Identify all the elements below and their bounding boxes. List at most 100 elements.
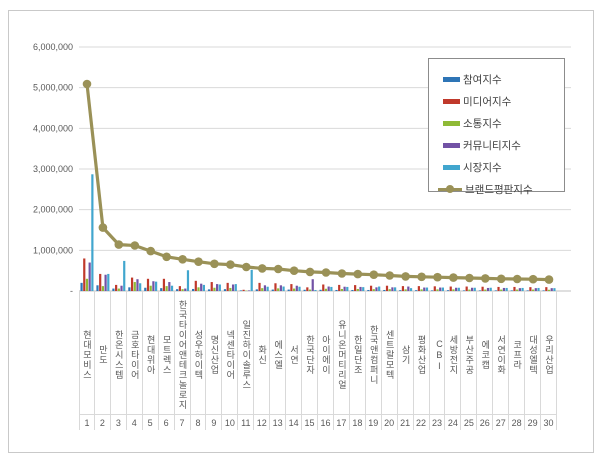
category-name-label: 금호타이어 bbox=[126, 291, 142, 415]
category-cell: 화신 12 bbox=[254, 291, 271, 430]
brand-index-marker bbox=[82, 79, 92, 89]
brand-index-marker bbox=[130, 241, 140, 250]
bar-커뮤니티지수 bbox=[279, 285, 282, 291]
category-rank-label: 8 bbox=[195, 417, 201, 428]
legend-label: 미디어지수 bbox=[463, 95, 512, 108]
bar-소통지수 bbox=[356, 288, 359, 291]
category-name-label: 아이에이 bbox=[318, 291, 333, 415]
category-rank-label: 24 bbox=[447, 417, 458, 428]
bar-시장지수 bbox=[234, 284, 237, 291]
bar-미디어지수 bbox=[545, 287, 548, 291]
category-cell: 세방전지 24 bbox=[445, 291, 462, 430]
legend-swatch-icon bbox=[443, 142, 460, 148]
bar-참여지수 bbox=[431, 290, 434, 291]
bar-참여지수 bbox=[112, 288, 115, 291]
bar-미디어지수 bbox=[338, 284, 341, 291]
legend-label: 소통지수 bbox=[463, 117, 502, 130]
bar-미디어지수 bbox=[449, 286, 452, 291]
category-name-label: 일진하이솔루스 bbox=[238, 291, 254, 415]
bar-시장지수 bbox=[155, 281, 158, 291]
category-name-label: 유니온머티리얼 bbox=[333, 291, 349, 415]
category-cell: 한일단조 18 bbox=[349, 291, 366, 430]
category-rank-label: 22 bbox=[416, 417, 427, 428]
bar-시장지수 bbox=[553, 288, 556, 291]
bar-미디어지수 bbox=[497, 286, 500, 291]
category-rank-label: 13 bbox=[272, 417, 283, 428]
bar-참여지수 bbox=[255, 289, 258, 291]
bar-시장지수 bbox=[202, 284, 205, 291]
bar-미디어지수 bbox=[529, 287, 532, 291]
bar-참여지수 bbox=[160, 288, 163, 291]
category-rank-label: 20 bbox=[384, 417, 395, 428]
category-cell: 한국타이어앤테크놀로지 7 bbox=[174, 291, 191, 430]
bar-시장지수 bbox=[250, 269, 253, 291]
brand-index-marker bbox=[481, 274, 490, 283]
bar-미디어지수 bbox=[210, 282, 213, 291]
legend: 참여지수 미디어지수 소통지수 커뮤니티지수 시장지수 브랜드평판지수 bbox=[428, 58, 565, 196]
brand-index-marker bbox=[305, 267, 315, 277]
category-name-label: 서연 bbox=[286, 291, 302, 415]
bar-시장지수 bbox=[107, 273, 110, 291]
bar-시장지수 bbox=[266, 286, 269, 291]
bar-커뮤니티지수 bbox=[359, 286, 362, 291]
bar-미디어지수 bbox=[99, 273, 102, 291]
legend-item: 참여지수 bbox=[443, 68, 564, 90]
bar-커뮤니티지수 bbox=[518, 288, 521, 291]
bar-커뮤니티지수 bbox=[534, 288, 537, 291]
bar-참여지수 bbox=[96, 285, 99, 291]
category-cell: 현대모비스 1 bbox=[79, 291, 95, 430]
category-rank-label: 10 bbox=[224, 417, 235, 428]
brand-index-marker bbox=[273, 264, 283, 274]
legend-item: 브랜드평판지수 bbox=[438, 178, 564, 200]
bar-커뮤니티지수 bbox=[439, 287, 442, 291]
category-rank-label: 29 bbox=[527, 417, 538, 428]
category-rank-label: 1 bbox=[84, 417, 90, 428]
category-cell: 서연 14 bbox=[286, 291, 303, 430]
category-cell: 명신산업 9 bbox=[206, 291, 223, 430]
bar-미디어지수 bbox=[290, 284, 293, 291]
bar-미디어지수 bbox=[146, 278, 150, 291]
bar-참여지수 bbox=[446, 290, 450, 291]
bar-커뮤니티지수 bbox=[263, 285, 267, 291]
bar-커뮤니티지수 bbox=[455, 287, 458, 291]
category-name-label: 부산주공 bbox=[461, 291, 477, 415]
bar-소통지수 bbox=[516, 289, 519, 291]
category-cell: CBI 23 bbox=[429, 291, 446, 430]
bar-커뮤니티지수 bbox=[327, 286, 330, 291]
category-name-label: 한일단조 bbox=[349, 291, 365, 415]
bar-커뮤니티지수 bbox=[136, 279, 139, 291]
category-name-label: 에스엘 bbox=[270, 291, 286, 415]
category-rank-label: 16 bbox=[320, 417, 331, 428]
category-rank-label: 7 bbox=[179, 417, 185, 428]
bar-시장지수 bbox=[170, 285, 174, 291]
category-cell: 서연이화 27 bbox=[493, 291, 510, 430]
bar-시장지수 bbox=[298, 286, 301, 291]
bar-시장지수 bbox=[537, 287, 540, 291]
legend-swatch-icon bbox=[443, 164, 460, 170]
category-rank-label: 23 bbox=[431, 417, 442, 428]
category-cell: 일진하이솔루스 11 bbox=[238, 291, 255, 430]
category-cell: 성우하이텍 8 bbox=[190, 291, 207, 430]
category-name-label: 삼기 bbox=[397, 291, 413, 415]
bar-커뮤니티지수 bbox=[200, 283, 203, 291]
bar-소통지수 bbox=[149, 285, 152, 291]
bar-소통지수 bbox=[213, 287, 216, 291]
bar-참여지수 bbox=[335, 289, 338, 291]
category-rank-label: 28 bbox=[511, 417, 522, 428]
bar-참여지수 bbox=[223, 289, 227, 291]
category-name-label: 우리산업 bbox=[541, 291, 556, 415]
bar-커뮤니티지수 bbox=[391, 287, 394, 291]
plot-area: 6,000,000 5,000,000 4,000,000 3,000,000 2,00… bbox=[33, 42, 571, 296]
category-cell: 현대위아 5 bbox=[142, 291, 159, 430]
bar-커뮤니티지수 bbox=[470, 287, 474, 291]
brand-index-marker bbox=[146, 246, 155, 256]
bar-소통지수 bbox=[133, 282, 136, 291]
category-name-label: CBI bbox=[429, 291, 445, 415]
legend-item: 커뮤니티지수 bbox=[443, 134, 564, 156]
bar-시장지수 bbox=[123, 260, 126, 291]
bar-커뮤니티지수 bbox=[247, 290, 251, 291]
bar-미디어지수 bbox=[369, 285, 373, 291]
brand-index-marker bbox=[178, 255, 187, 264]
category-axis: 현대모비스 1 만도 2 한온시스템 3 금호타이어 4 현대위아 5 모트렉스 6 한국타이어앤테크놀… bbox=[79, 291, 557, 430]
category-rank-label: 2 bbox=[99, 417, 105, 428]
